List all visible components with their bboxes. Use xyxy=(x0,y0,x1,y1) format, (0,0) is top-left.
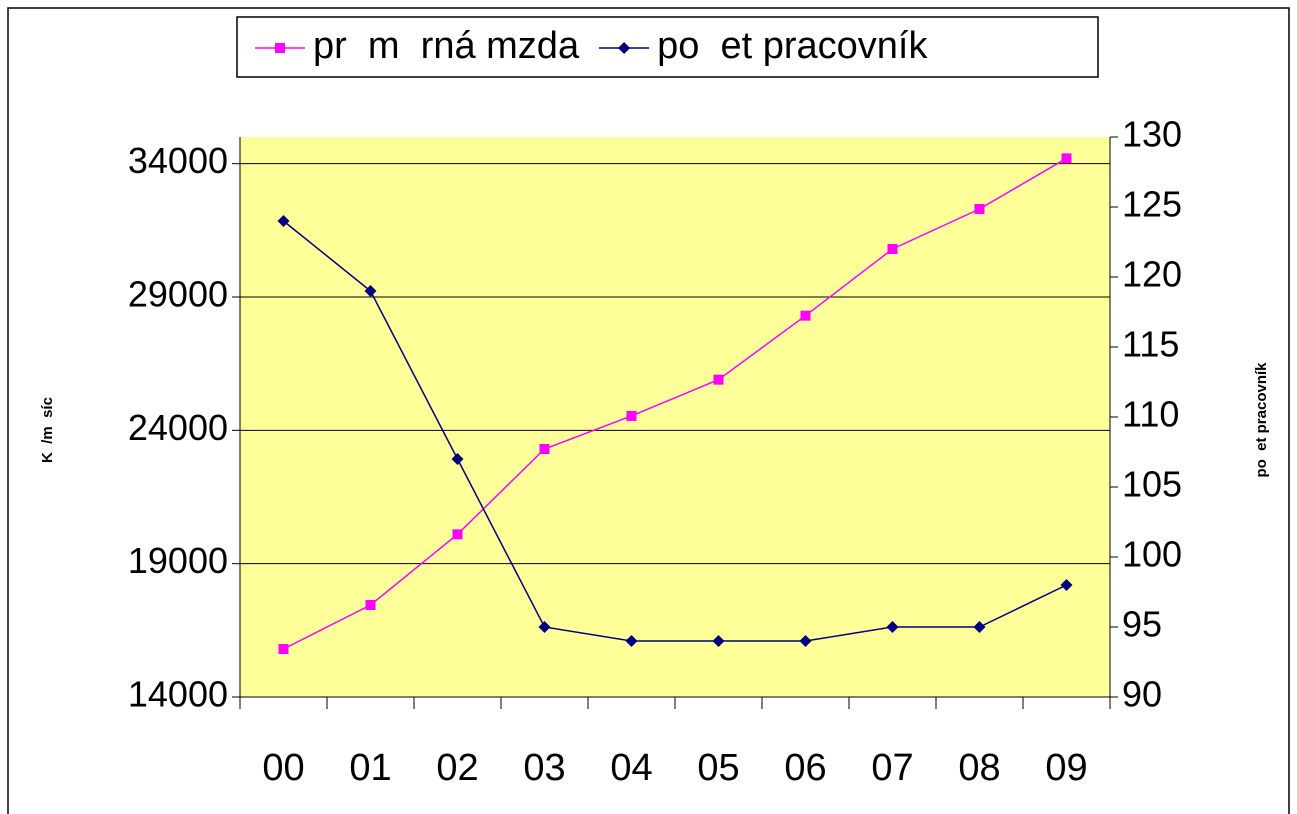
legend-label: po et pracovník xyxy=(657,25,928,67)
x-tick-label: 00 xyxy=(262,747,304,789)
x-tick-label: 01 xyxy=(349,747,391,789)
point xyxy=(713,374,724,385)
point xyxy=(712,635,725,647)
x-tick-label: 09 xyxy=(1045,747,1087,789)
point xyxy=(365,600,376,610)
y-axis-title: K /m síc xyxy=(39,397,56,463)
x-tick-label: 05 xyxy=(697,747,739,789)
legend-box xyxy=(236,16,1099,78)
series-line xyxy=(283,157,1067,650)
y-tick-label: 34000 xyxy=(128,140,228,181)
point xyxy=(277,215,290,227)
x-tick-label: 06 xyxy=(784,747,826,789)
x-tick-label: 07 xyxy=(871,747,913,789)
point xyxy=(625,635,638,647)
y2-tick-label: 90 xyxy=(1122,674,1162,715)
y-tick-label: 24000 xyxy=(128,407,228,448)
y2-tick-label: 110 xyxy=(1122,394,1179,435)
point xyxy=(626,410,637,421)
y2-tick-label: 130 xyxy=(1122,114,1182,155)
plot-area xyxy=(240,137,1110,697)
series-line xyxy=(283,220,1067,642)
y2-tick-label: 125 xyxy=(1122,184,1182,225)
y-tick-label: 14000 xyxy=(128,674,228,715)
y2-tick-label: 100 xyxy=(1122,534,1182,575)
point xyxy=(799,635,812,647)
point xyxy=(452,529,463,540)
y2-tick-label: 95 xyxy=(1122,604,1162,645)
y-tick-label: 19000 xyxy=(128,540,228,581)
point xyxy=(539,444,550,454)
y2-tick-label: 120 xyxy=(1122,254,1182,295)
point xyxy=(364,285,377,297)
point xyxy=(887,244,898,254)
legend-marker xyxy=(618,42,631,54)
point xyxy=(451,453,464,465)
point xyxy=(800,310,811,321)
point xyxy=(1060,579,1073,591)
x-tick-label: 08 xyxy=(958,747,1000,789)
y-tick-label: 29000 xyxy=(128,274,228,315)
x-tick-label: 03 xyxy=(523,747,565,789)
x-tick-label: 04 xyxy=(610,747,652,789)
point xyxy=(974,204,985,214)
y2-tick-label: 115 xyxy=(1122,324,1179,365)
legend-label: pr m rná mzda xyxy=(313,25,580,67)
point xyxy=(278,644,289,654)
y2-tick-label: 105 xyxy=(1122,464,1182,505)
legend-marker xyxy=(275,43,285,53)
point xyxy=(1061,153,1072,164)
point xyxy=(538,621,551,633)
point xyxy=(973,621,986,633)
y2-axis-title: po et pracovník xyxy=(1253,362,1270,478)
point xyxy=(886,621,899,633)
x-tick-label: 02 xyxy=(436,747,478,789)
